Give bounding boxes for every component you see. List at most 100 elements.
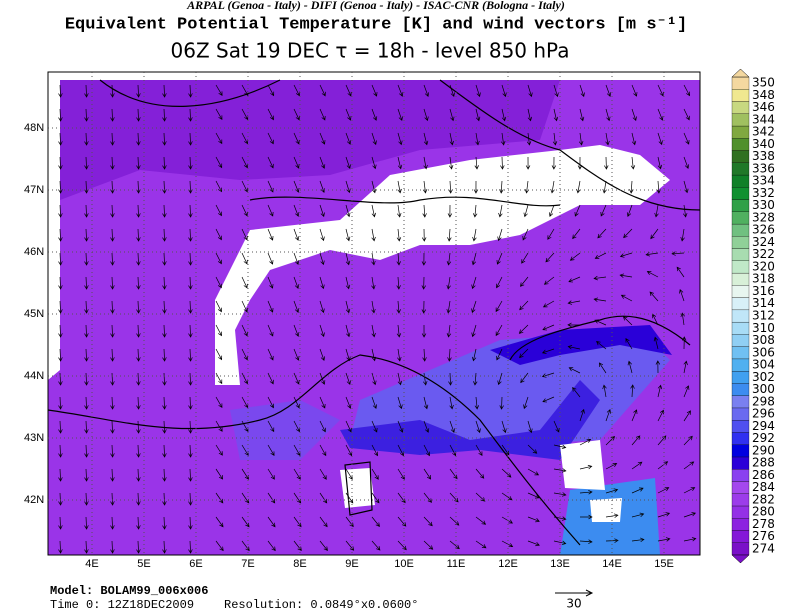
wind-arrow [579,438,592,446]
model: Model: BOLAM99_006x006 [50,584,208,598]
wind-arrow [594,319,607,326]
colorbar-swatch [731,101,750,114]
colorbar-swatch [731,444,750,458]
wind-arrow [518,324,529,334]
wind-arrow [553,540,567,546]
wind-arrow [371,420,378,433]
wind-arrow [579,108,585,122]
colorbar-label: 296 [752,407,775,421]
wind-arrow [597,228,607,239]
scale-label: 30 [566,597,581,611]
wind-arrow [472,204,478,218]
wind-arrow [58,300,63,314]
subtitle: 06Z Sat 19 DEC τ = 18h - level 850 hPa [171,39,570,63]
wind-arrow [345,420,352,433]
wind-arrow [626,204,633,217]
wind-arrow [319,348,326,361]
wind-arrow [162,324,167,338]
wind-arrow [136,180,141,194]
wind-arrow [572,387,581,398]
wind-arrow [567,345,581,350]
wind-arrow [680,312,685,326]
wind-arrow [345,396,352,409]
wind-arrow [162,540,167,554]
wind-arrow [568,367,581,374]
colorbar-swatch [731,407,750,421]
wind-arrow [631,132,637,146]
wind-arrow [319,300,325,314]
wind-arrow [345,228,351,242]
wind-arrow [267,108,274,121]
colorbar-swatch [731,321,750,335]
wind-arrow [215,204,222,217]
wind-arrow [423,396,429,410]
wind-arrow [241,516,250,528]
wind-arrow [650,228,659,240]
colorbar-label: 288 [752,456,775,470]
wind-arrow [215,276,222,289]
wind-arrow [421,324,427,338]
wind-arrow [397,180,402,194]
wind-arrow [631,435,641,446]
wind-arrow [681,336,687,350]
wind-arrow [496,252,503,265]
wind-arrow [84,132,89,146]
wind-arrow [136,348,141,362]
wind-arrow [345,108,352,121]
wind-arrow [526,132,532,146]
resolution: Resolution: 0.0849°x0.0600° [224,598,418,612]
wind-arrow [58,276,63,290]
wind-arrow [653,336,659,350]
wind-arrow [449,540,460,550]
wind-arrow [474,156,479,170]
wind-arrow [136,420,141,434]
colorbar-label: 298 [752,394,775,408]
wind-arrow [371,300,376,314]
wind-arrow [683,132,690,145]
wind-arrow [629,180,634,194]
wind-arrow [397,156,403,170]
wind-arrow [188,228,193,242]
wind-arrow [422,348,427,362]
wind-arrow [188,276,193,290]
colorbar-swatch [731,187,750,200]
colorbar-swatch [731,76,750,90]
wind-arrow [551,156,557,170]
wind-arrow [215,372,223,385]
wind-arrow [631,108,637,122]
wind-arrow [58,204,63,218]
wind-arrow [110,420,115,434]
wind-arrow [422,204,427,218]
wind-arrow [605,488,619,494]
colorbar-swatch [731,481,750,494]
wind-arrow [472,228,477,242]
wind-arrow [520,372,529,384]
wind-arrow [58,348,63,362]
wind-arrow [215,516,224,528]
wind-arrow [345,156,351,170]
wind-arrow [267,324,274,337]
colorbar-label: 344 [752,112,775,126]
wind-arrow [241,348,248,361]
wind-arrow [110,372,115,386]
lat-label: 46N [24,246,44,258]
wind-arrow [475,84,481,98]
wind-arrow [162,396,167,410]
wind-arrow [188,204,193,218]
colorbar-swatch [731,199,750,212]
wind-arrow [293,372,300,385]
colorbar-label: 280 [752,505,775,519]
wind-arrow [552,132,558,146]
wind-arrow [267,132,274,145]
wind-arrow [679,288,685,302]
wind-arrow [631,487,644,494]
wind-arrow [319,420,326,433]
wind-arrow [553,420,560,433]
wind-arrow [527,444,538,454]
wind-arrow [527,540,540,547]
wind-arrow [501,516,513,524]
wind-arrow [215,108,223,121]
wind-arrow [475,492,486,502]
wind-arrow [58,180,63,194]
colorbar-swatch [731,162,750,176]
